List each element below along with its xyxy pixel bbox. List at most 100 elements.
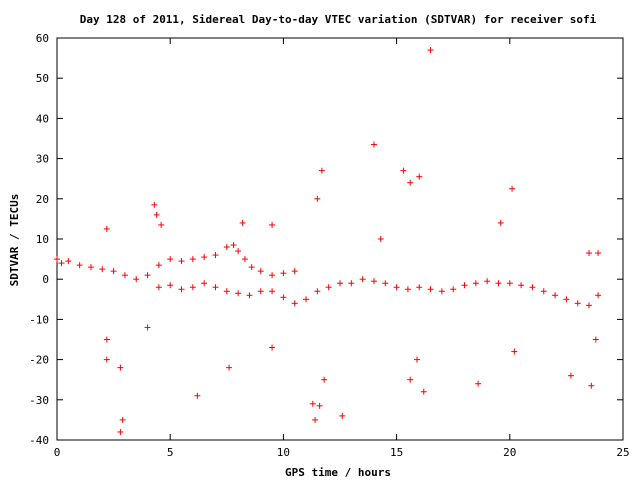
data-point: [427, 47, 434, 54]
data-point: [416, 173, 423, 180]
data-point: [58, 260, 65, 267]
data-point: [574, 300, 581, 307]
data-point: [592, 336, 599, 343]
data-points: [54, 47, 602, 435]
data-point: [586, 302, 593, 309]
data-point: [382, 280, 389, 287]
data-point: [309, 400, 316, 407]
data-point: [416, 284, 423, 291]
data-point: [595, 292, 602, 299]
y-tick-label: -20: [29, 354, 49, 367]
data-point: [223, 288, 230, 295]
data-point: [377, 236, 384, 242]
data-point: [246, 292, 253, 299]
data-point: [121, 272, 128, 279]
data-point: [312, 416, 319, 423]
x-tick-label: 25: [616, 446, 629, 459]
data-point: [241, 256, 248, 263]
data-point: [257, 288, 264, 295]
data-point: [133, 276, 140, 283]
data-point: [248, 264, 255, 271]
y-axis-label: SDTVAR / TECUs: [8, 194, 21, 287]
data-point: [359, 276, 366, 283]
y-tick-label: 20: [36, 193, 49, 206]
data-point: [427, 286, 434, 293]
axis-ticks: 0 5 10 15 20 25 -40 -30 -20 -10 0 10 20 30 40 50 60: [29, 32, 630, 459]
y-tick-label: -40: [29, 434, 49, 447]
data-point: [552, 292, 559, 299]
data-point: [316, 402, 323, 409]
data-point: [567, 372, 574, 379]
data-point: [461, 282, 468, 289]
y-tick-label: 10: [36, 233, 49, 246]
data-point: [413, 356, 420, 363]
data-point: [407, 179, 414, 186]
data-point: [201, 280, 208, 287]
data-point: [370, 141, 377, 148]
y-tick-label: 40: [36, 112, 49, 125]
data-point: [117, 364, 124, 371]
data-point: [269, 288, 276, 295]
data-point: [189, 256, 196, 263]
data-point: [167, 256, 174, 263]
data-point: [235, 248, 242, 255]
x-tick-label: 15: [390, 446, 403, 459]
data-point: [178, 258, 185, 265]
data-point: [511, 348, 518, 355]
data-point: [303, 296, 310, 303]
data-point: [484, 278, 491, 285]
data-point: [339, 412, 346, 419]
plot-border: [56, 37, 624, 441]
data-point: [518, 282, 525, 289]
data-point: [404, 286, 411, 293]
data-point: [155, 284, 162, 291]
data-point: [321, 376, 328, 383]
data-point: [212, 252, 219, 259]
data-point: [472, 280, 479, 287]
data-point: [117, 428, 124, 435]
x-tick-label: 10: [277, 446, 290, 459]
data-point: [509, 185, 516, 192]
data-point: [239, 219, 246, 226]
data-point: [144, 272, 151, 279]
y-tick-label: 60: [36, 32, 49, 45]
data-point: [201, 254, 208, 261]
y-tick-label: 50: [36, 72, 49, 85]
data-point: [103, 225, 110, 232]
data-point: [212, 284, 219, 291]
data-point: [144, 324, 151, 331]
data-point: [393, 284, 400, 291]
data-point: [226, 364, 233, 371]
y-tick-label: 30: [36, 153, 49, 166]
data-point: [65, 258, 72, 265]
data-point: [348, 280, 355, 287]
data-point: [314, 195, 321, 202]
data-point: [103, 356, 110, 363]
data-point: [155, 262, 162, 269]
data-point: [370, 278, 377, 285]
data-point: [495, 280, 502, 287]
x-tick-label: 5: [167, 446, 174, 459]
data-point: [269, 272, 276, 279]
data-point: [151, 201, 158, 208]
data-point: [314, 288, 321, 295]
data-point: [506, 280, 513, 287]
data-point: [280, 294, 287, 301]
data-point: [189, 284, 196, 291]
data-point: [223, 244, 230, 251]
data-point: [230, 242, 237, 249]
data-point: [420, 388, 427, 395]
data-point: [269, 344, 276, 351]
data-point: [103, 336, 110, 343]
data-point: [450, 286, 457, 293]
y-tick-label: 0: [42, 273, 49, 286]
data-point: [54, 256, 60, 263]
data-point: [540, 288, 547, 295]
data-point: [76, 262, 83, 269]
data-point: [337, 280, 343, 287]
data-point: [291, 300, 298, 307]
data-point: [194, 392, 201, 399]
data-point: [563, 296, 570, 303]
data-point: [235, 290, 242, 297]
